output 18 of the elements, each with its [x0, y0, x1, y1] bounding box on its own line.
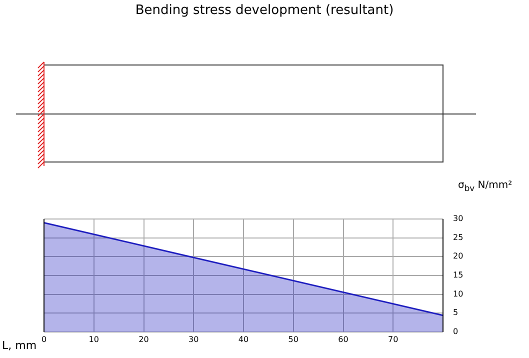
- y-tick-label: 25: [453, 232, 464, 242]
- y-tick-label: 10: [453, 289, 464, 298]
- x-tick-label: 20: [138, 334, 149, 344]
- x-tick-label: 10: [88, 334, 99, 344]
- x-tick-label: 50: [288, 334, 298, 344]
- y-tick-label: 5: [453, 308, 458, 318]
- x-tick-label: 30: [188, 334, 199, 344]
- y-tick-label: 0: [453, 327, 458, 336]
- chart-title: Bending stress development (resultant): [134, 3, 395, 18]
- x-tick-label: 40: [238, 334, 249, 344]
- y-tick-label: 20: [453, 252, 464, 261]
- y-tick-label: 15: [453, 270, 464, 280]
- y-axis-title: σ$_{bv}$ N/mm²: [458, 180, 512, 193]
- x-tick-label: 70: [388, 334, 398, 344]
- x-axis-title: L, mm: [2, 339, 37, 352]
- y-tick-label: 30: [453, 214, 464, 224]
- x-tick-label: 60: [338, 334, 348, 344]
- x-tick-label: 0: [41, 334, 47, 344]
